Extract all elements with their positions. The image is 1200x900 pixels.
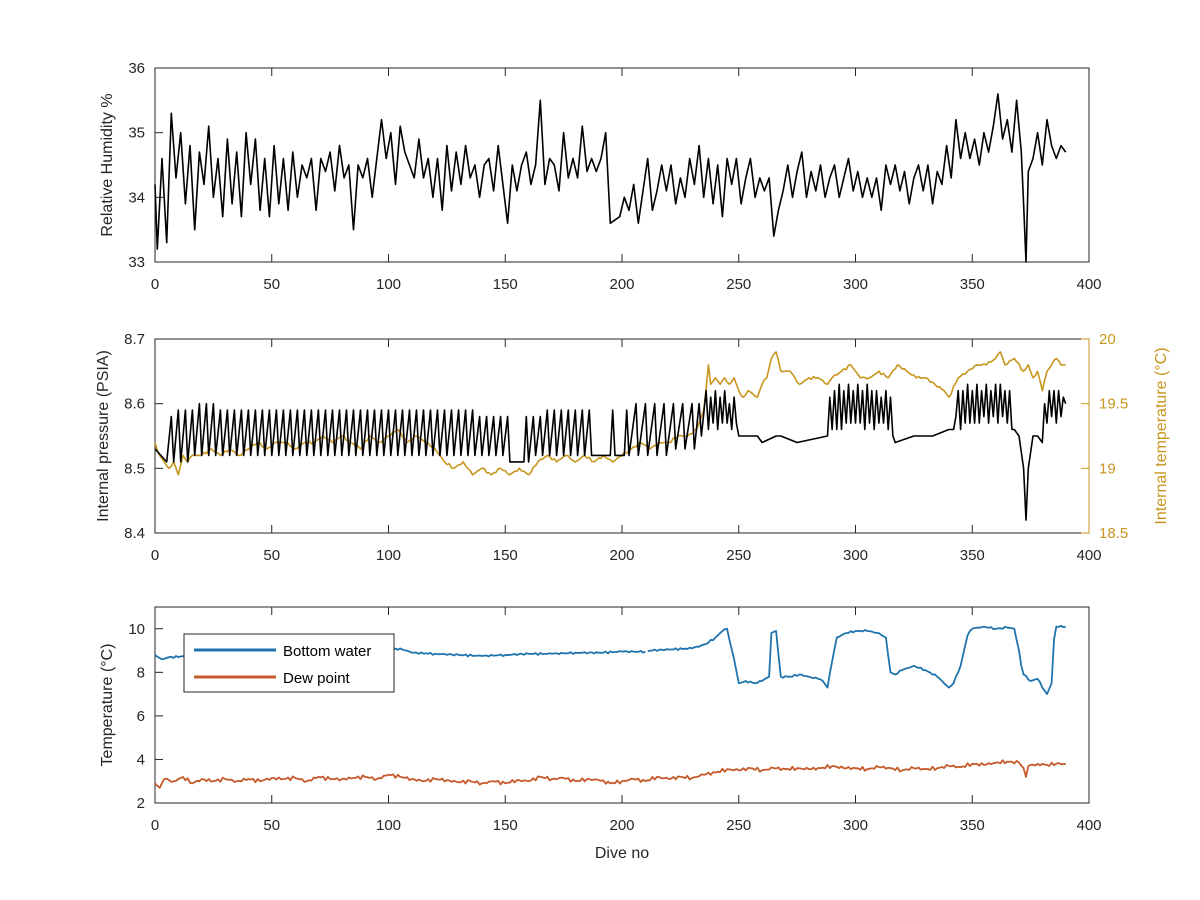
internal-temperature-ylabel: Internal temperature (°C)	[1153, 347, 1170, 524]
temperature-x-ticks: 0 50 100 150 200 250 300 350 400	[151, 607, 1102, 834]
x-tick-label: 300	[843, 817, 868, 834]
x-tick-label: 100	[376, 276, 401, 293]
legend-box	[183, 633, 395, 693]
x-tick-label: 200	[609, 547, 634, 564]
y-tick-label: 10	[128, 621, 145, 638]
temperature-ylabel: Temperature (°C)	[99, 644, 116, 767]
x-tick-label: 400	[1076, 276, 1101, 293]
x-tick-label: 250	[726, 276, 751, 293]
x-tick-label: 100	[376, 817, 401, 834]
y-tick-label: 8.5	[124, 460, 145, 477]
x-tick-label: 300	[843, 547, 868, 564]
pressure-subplot: 0 50 100 150 200 250 300 350 400 8.4 8.5 8.6 8.7 18…	[95, 331, 1170, 564]
humidity-line	[154, 93, 1067, 263]
right-y-tick-label: 19	[1099, 460, 1116, 477]
y-tick-label: 8.6	[124, 396, 145, 413]
temperature-y-ticks: 2 4 6 8 10	[128, 621, 163, 812]
x-tick-label: 50	[263, 547, 280, 564]
internal-pressure-line	[154, 383, 1067, 521]
pressure-x-ticks: 0 50 100 150 200 250 300 350 400	[151, 339, 1102, 564]
x-tick-label: 350	[960, 276, 985, 293]
right-y-tick-label: 20	[1099, 331, 1116, 348]
x-tick-label: 150	[493, 276, 518, 293]
x-tick-label: 0	[151, 817, 159, 834]
legend-label-dew-point: Dew point	[283, 670, 351, 687]
internal-temperature-y-ticks: 18.5 19 19.5 20	[1081, 331, 1128, 542]
y-tick-label: 34	[128, 189, 145, 206]
y-tick-label: 4	[137, 751, 145, 768]
x-tick-label: 300	[843, 276, 868, 293]
y-tick-label: 33	[128, 254, 145, 271]
x-tick-label: 200	[609, 276, 634, 293]
x-tick-label: 400	[1076, 547, 1101, 564]
y-tick-label: 6	[137, 708, 145, 725]
pressure-ylabel: Internal pressure (PSIA)	[95, 350, 112, 522]
x-tick-label: 0	[151, 547, 159, 564]
y-tick-label: 8.4	[124, 525, 145, 542]
dew-point-line	[154, 759, 1066, 789]
legend: Bottom water Dew point	[183, 633, 395, 693]
temperature-subplot: 0 50 100 150 200 250 300 350 400 2 4 6 8 10 Temperat…	[99, 606, 1102, 862]
y-tick-label: 36	[128, 60, 145, 77]
x-tick-label: 150	[493, 817, 518, 834]
humidity-ylabel: Relative Humidity %	[99, 93, 116, 236]
x-tick-label: 50	[263, 276, 280, 293]
y-tick-label: 8.7	[124, 331, 145, 348]
legend-label-bottom-water: Bottom water	[283, 643, 371, 660]
x-tick-label: 100	[376, 547, 401, 564]
x-tick-label: 200	[609, 817, 634, 834]
temperature-xlabel: Dive no	[595, 845, 649, 862]
y-tick-label: 8	[137, 664, 145, 681]
y-tick-label: 2	[137, 795, 145, 812]
bottom-water-line	[647, 624, 1066, 695]
x-tick-label: 400	[1076, 817, 1101, 834]
x-tick-label: 350	[960, 547, 985, 564]
pressure-y-ticks: 8.4 8.5 8.6 8.7	[124, 331, 163, 542]
y-tick-label: 35	[128, 125, 145, 142]
x-tick-label: 0	[151, 276, 159, 293]
right-y-tick-label: 18.5	[1099, 525, 1128, 542]
x-tick-label: 50	[263, 817, 280, 834]
x-tick-label: 250	[726, 817, 751, 834]
humidity-y-ticks: 33 34 35 36	[128, 60, 163, 271]
humidity-x-ticks: 0 50 100 150 200 250 300 350 400	[151, 68, 1102, 293]
humidity-subplot: 0 50 100 150 200 250 300 350 400 33 34 35 36 Relati…	[99, 60, 1102, 293]
x-tick-label: 250	[726, 547, 751, 564]
x-tick-label: 150	[493, 547, 518, 564]
right-y-tick-label: 19.5	[1099, 396, 1128, 413]
x-tick-label: 350	[960, 817, 985, 834]
